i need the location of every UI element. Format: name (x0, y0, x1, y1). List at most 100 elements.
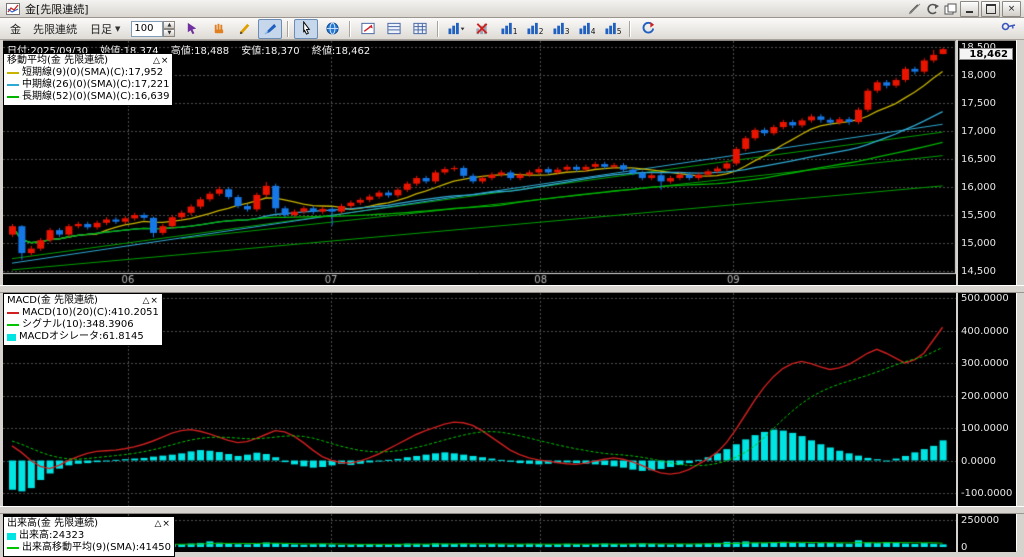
moving-average-legend[interactable]: 移動平均(金 先限連続) △× 短期線(9)(0)(SMA)(C):17,952 中期… (3, 53, 174, 106)
legend-buttons[interactable]: △× (154, 519, 171, 529)
volume-axis[interactable]: 250000 0 (958, 513, 1016, 552)
price-axis-tick: 16,000 (961, 182, 996, 193)
legend-swatch (7, 532, 16, 540)
toolbar-separator (629, 20, 632, 37)
info-date: 日付:2025/09/30 (7, 46, 89, 57)
macd-legend[interactable]: MACD(金 先限連続) △× MACD(10)(20)(C):410.2051 シグ… (3, 293, 163, 346)
legend-label: MACDオシレータ:61.8145 (19, 331, 144, 342)
price-axis[interactable]: 18,462 18,500 18,000 17,500 17,000 16,500 16,… (958, 40, 1016, 285)
legend-swatch (7, 312, 19, 314)
draw-icon[interactable] (232, 19, 256, 39)
globe-icon[interactable] (320, 19, 344, 39)
macd-axis-tick: -100.0000 (961, 488, 1013, 499)
timeframe-select[interactable]: 日足 ▼ (90, 22, 121, 36)
pen-icon[interactable] (258, 18, 283, 39)
svg-text:4: 4 (591, 27, 595, 36)
title-bar: 金[先限連続] × (0, 0, 1024, 18)
delete-chart-icon[interactable] (470, 19, 494, 39)
chart-3-icon[interactable]: 3 (548, 19, 572, 39)
bar-count-input[interactable] (131, 20, 164, 37)
macd-panel[interactable]: MACD(金 先限連続) △× MACD(10)(20)(C):410.2051 シグ… (3, 292, 956, 506)
chart-window-icon[interactable] (356, 19, 380, 39)
series-label[interactable]: 先限連続 (33, 22, 77, 36)
macd-axis-tick: 400.0000 (961, 325, 1009, 337)
toolbar-separator (437, 20, 440, 37)
main-chart-panel[interactable]: 日付:2025/09/30 始値:18,374 高値:18,488 安値:18,… (3, 40, 956, 285)
legend-swatch (7, 84, 19, 86)
volume-legend[interactable]: 出来高(金 先限連続) △× 出来高:24323 出来高移動平均(9)(SMA):41… (3, 516, 175, 557)
legend-row: 短期線(9)(0)(SMA)(C):17,952 (7, 67, 169, 79)
grid-large-icon[interactable] (408, 19, 432, 39)
svg-text:5: 5 (617, 27, 621, 36)
history-icon[interactable] (924, 2, 940, 16)
legend-title: 出来高(金 先限連続) (7, 518, 98, 529)
select-icon[interactable] (180, 19, 204, 39)
volume-axis-tick: 250000 (961, 515, 1000, 526)
chart-2-icon[interactable]: 2 (522, 19, 546, 39)
draft-icon[interactable] (906, 2, 922, 16)
close-button[interactable]: × (1002, 0, 1021, 17)
legend-swatch (7, 324, 19, 326)
price-axis-tick: 16,500 (961, 154, 996, 165)
legend-buttons[interactable]: △× (142, 296, 159, 306)
price-axis-tick: 17,500 (961, 98, 996, 109)
info-high: 高値:18,488 (170, 46, 230, 57)
key-icon[interactable] (1001, 20, 1016, 36)
instrument-label[interactable]: 金 (10, 22, 21, 36)
price-axis-tick: 18,500 (961, 42, 996, 53)
legend-row: MACDオシレータ:61.8145 (7, 331, 159, 343)
price-axis-tick: 15,500 (961, 210, 996, 221)
legend-swatch (7, 547, 19, 549)
toolbar: 金 先限連続 日足 ▼ ▲ ▼ 1 2 3 4 5 (0, 18, 1024, 40)
info-open: 始値:18,374 (100, 46, 159, 57)
svg-text:1: 1 (513, 27, 517, 36)
legend-label: MACD(10)(20)(C):410.2051 (22, 307, 159, 318)
legend-label: 出来高移動平均(9)(SMA):41450 (22, 542, 171, 553)
hand-icon[interactable] (206, 19, 230, 39)
macd-axis-tick: 500.0000 (961, 293, 1009, 304)
macd-axis-tick: 200.0000 (961, 390, 1009, 402)
price-axis-tick: 15,000 (961, 238, 996, 249)
legend-title: 移動平均(金 先限連続) (7, 55, 108, 66)
maximize-button[interactable] (981, 0, 1000, 17)
svg-text:2: 2 (539, 27, 543, 36)
legend-row: 長期線(52)(0)(SMA)(C):16,639 (7, 91, 169, 103)
cursor-icon[interactable] (294, 18, 319, 39)
macd-axis[interactable]: 500.0000 400.0000 300.0000 200.0000 100.0000… (958, 292, 1016, 506)
volume-panel[interactable]: 出来高(金 先限連続) △× 出来高:24323 出来高移動平均(9)(SMA):41… (3, 513, 956, 557)
new-window-icon[interactable] (942, 2, 958, 16)
volume-axis-tick: 0 (961, 542, 968, 552)
chart-4-icon[interactable]: 4 (574, 19, 598, 39)
grid-small-icon[interactable] (382, 19, 406, 39)
bar-chart-menu-icon[interactable] (444, 19, 468, 39)
window-frame-right (1016, 40, 1024, 551)
legend-label: 長期線(52)(0)(SMA)(C):16,639 (22, 91, 170, 102)
macd-axis-tick: 300.0000 (961, 358, 1009, 369)
spin-up-button[interactable]: ▲ (163, 20, 176, 29)
legend-buttons[interactable]: △× (153, 56, 170, 66)
legend-swatch (7, 333, 16, 341)
svg-text:3: 3 (565, 27, 569, 36)
legend-label: シグナル(10):348.3906 (22, 319, 134, 330)
chevron-down-icon: ▼ (115, 24, 121, 33)
macd-axis-tick: 0.0000 (961, 455, 996, 467)
macd-axis-tick: 100.0000 (961, 423, 1009, 434)
spin-down-button[interactable]: ▼ (163, 28, 176, 37)
info-low: 安値:18,370 (241, 46, 300, 57)
price-axis-tick: 14,500 (961, 266, 996, 277)
legend-label: 短期線(9)(0)(SMA)(C):17,952 (22, 67, 164, 78)
window-frame-left (0, 40, 3, 551)
toolbar-separator (287, 20, 290, 37)
legend-label: 出来高:24323 (19, 530, 85, 541)
minimize-button[interactable] (960, 0, 979, 17)
refresh-icon[interactable] (636, 19, 660, 39)
legend-swatch (7, 96, 19, 98)
legend-swatch (7, 72, 19, 74)
legend-title: MACD(金 先限連続) (7, 295, 98, 306)
legend-row: 出来高移動平均(9)(SMA):41450 (7, 542, 171, 554)
info-close: 終値:18,462 (311, 46, 371, 57)
chart-1-icon[interactable]: 1 (496, 19, 520, 39)
chart-5-icon[interactable]: 5 (600, 19, 624, 39)
legend-row: 中期線(26)(0)(SMA)(C):17,221 (7, 79, 169, 91)
price-axis-tick: 17,000 (961, 126, 996, 137)
